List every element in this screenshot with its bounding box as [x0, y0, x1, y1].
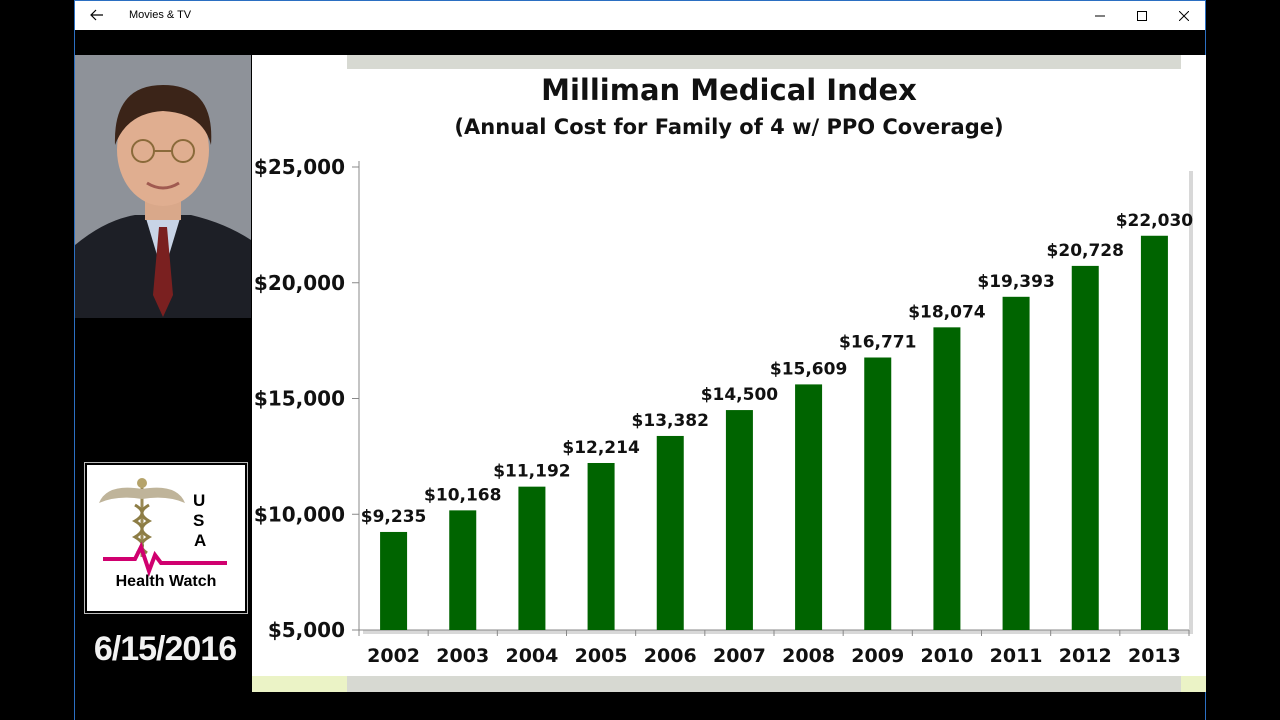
chart-subtitle: (Annual Cost for Family of 4 w/ PPO Cove… — [454, 115, 1004, 139]
app-window: Movies & TV — [74, 0, 1206, 720]
bar-data-label: $12,214 — [562, 438, 640, 458]
x-tick-label: 2009 — [851, 645, 904, 667]
y-tick-label: $25,000 — [254, 155, 345, 179]
health-watch-logo: U S A Health Watch — [84, 462, 248, 614]
bar — [1002, 296, 1030, 630]
bar — [864, 357, 892, 630]
slide-top-bar — [347, 55, 1181, 69]
bar — [933, 327, 961, 630]
x-tick-label: 2002 — [367, 645, 420, 667]
presenter-photo — [75, 55, 251, 318]
slide-bottom-bar-inner — [347, 676, 1181, 692]
x-tick-label: 2008 — [782, 645, 835, 667]
bar — [518, 486, 546, 630]
bar — [725, 410, 753, 630]
title-bar: Movies & TV — [75, 0, 1205, 30]
x-tick-label: 2005 — [575, 645, 628, 667]
y-tick-label: $20,000 — [254, 271, 345, 295]
bar-data-label: $10,168 — [424, 485, 501, 505]
maximize-icon — [1137, 10, 1147, 21]
bar — [380, 531, 408, 630]
y-tick-label: $15,000 — [254, 387, 345, 411]
y-tick-label: $10,000 — [254, 502, 345, 526]
minimize-button[interactable] — [1080, 1, 1120, 30]
logo-letter-a: A — [194, 531, 207, 550]
x-tick-label: 2012 — [1059, 645, 1112, 667]
bar-data-label: $19,393 — [977, 272, 1054, 292]
x-tick-label: 2006 — [644, 645, 697, 667]
x-tick-label: 2013 — [1128, 645, 1181, 667]
arrow-left-icon — [90, 9, 103, 21]
x-tick-label: 2011 — [990, 645, 1043, 667]
caduceus-icon — [99, 478, 227, 577]
slide-bottom-bar — [252, 676, 1206, 692]
logo-text: Health Watch — [115, 573, 217, 590]
bar-data-label: $16,771 — [839, 333, 916, 353]
presentation-slide: Milliman Medical Index (Annual Cost for … — [252, 55, 1206, 692]
app-title: Movies & TV — [129, 9, 192, 21]
chart-title: Milliman Medical Index — [541, 73, 917, 107]
bar-chart: $5,000 $10,000 $15,000 $20,000 $25,000 $9,235… — [254, 155, 1194, 667]
video-player[interactable]: U S A Health Watch 6/15/2016 Milliman Me… — [75, 30, 1206, 720]
bar — [1140, 235, 1168, 630]
bar-data-label: $9,235 — [361, 507, 427, 527]
broadcast-date: 6/15/2016 — [93, 630, 237, 668]
logo-letter-u: U — [193, 491, 206, 510]
maximize-button[interactable] — [1122, 1, 1162, 30]
minimize-icon — [1095, 15, 1105, 16]
bar-data-label: $18,074 — [908, 302, 986, 322]
bar-data-label: $22,030 — [1116, 211, 1194, 231]
plot-area — [359, 167, 1189, 630]
x-tick-label: 2007 — [713, 645, 766, 667]
bar-data-label: $20,728 — [1047, 241, 1124, 261]
bar — [449, 510, 477, 630]
close-button[interactable] — [1164, 1, 1204, 30]
bar — [795, 384, 823, 630]
bar-data-label: $15,609 — [770, 359, 847, 379]
logo-letter-s: S — [193, 511, 205, 530]
x-tick-label: 2004 — [505, 645, 558, 667]
back-button[interactable] — [85, 5, 109, 25]
bar — [1071, 265, 1099, 630]
bar-data-label: $14,500 — [701, 385, 779, 405]
close-icon — [1179, 10, 1189, 21]
bar — [656, 435, 684, 630]
x-tick-label: 2003 — [436, 645, 489, 667]
x-tick-label: 2010 — [920, 645, 973, 667]
y-tick-label: $5,000 — [268, 618, 345, 642]
bar — [587, 462, 615, 630]
presenter-image — [75, 55, 251, 318]
bar-data-label: $11,192 — [493, 462, 570, 482]
bar-data-label: $13,382 — [632, 411, 709, 431]
